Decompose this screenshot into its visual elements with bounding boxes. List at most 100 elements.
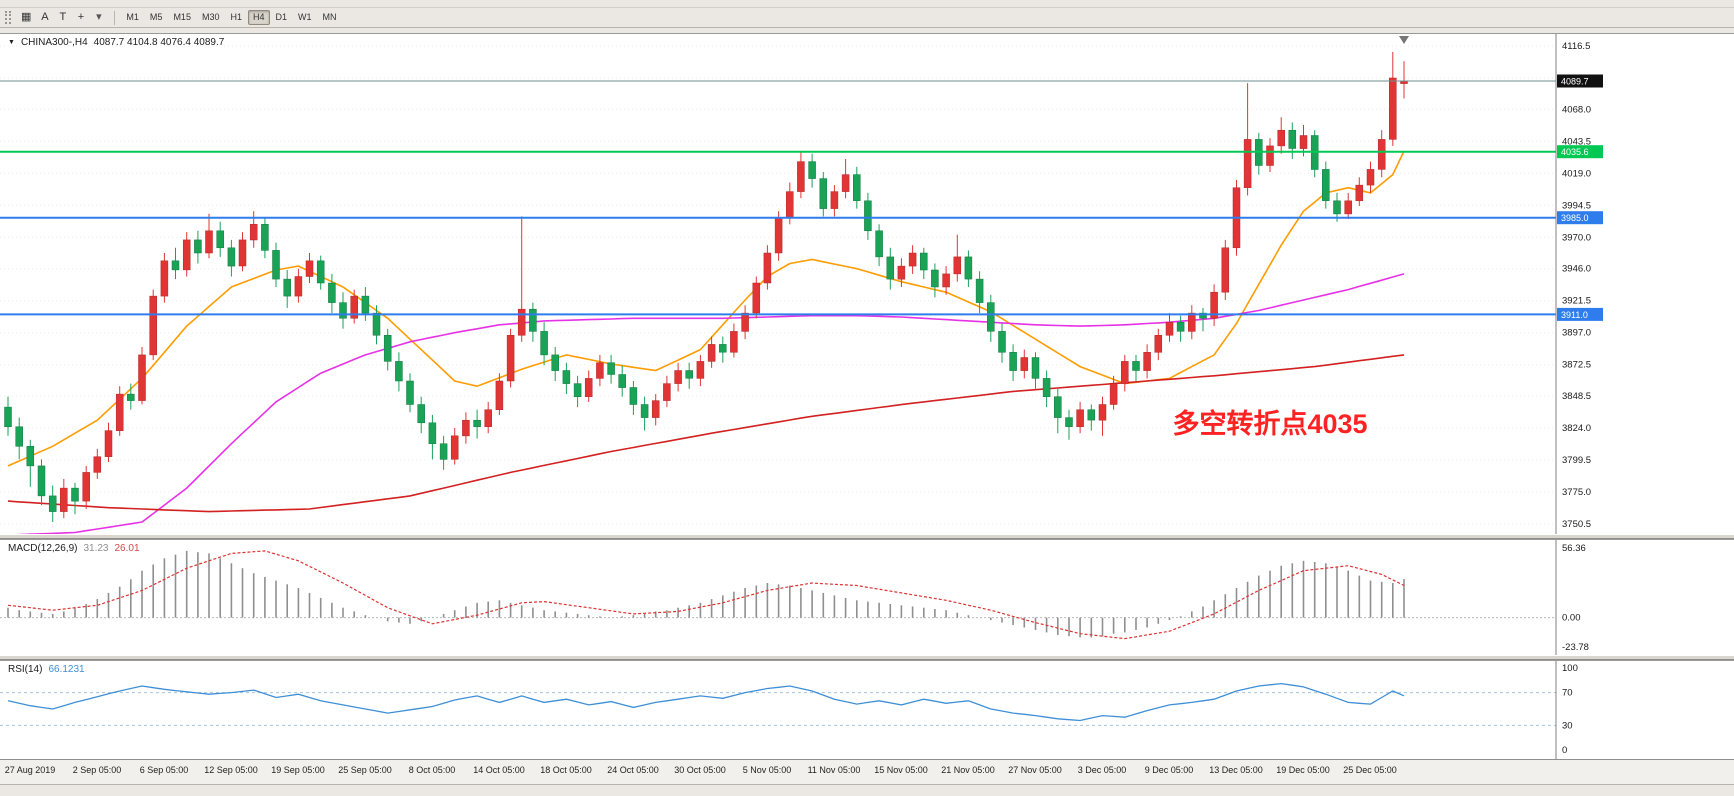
window-bottom-edge [0, 784, 1734, 796]
candle [741, 305, 749, 340]
candle [975, 271, 984, 314]
svg-text:4019.0: 4019.0 [1562, 168, 1591, 179]
candle [897, 258, 906, 287]
candle [808, 153, 816, 188]
candle [383, 328, 392, 371]
candle [1255, 132, 1263, 175]
candle [1389, 51, 1397, 146]
timeframe-m1-button[interactable]: M1 [126, 12, 139, 22]
candle [685, 362, 693, 389]
candle [1221, 239, 1230, 300]
candle [830, 185, 839, 217]
main-chart-canvas[interactable]: 4035.63985.03911.0多空转折点40354116.54092.04… [0, 34, 1734, 534]
svg-text:3994.5: 3994.5 [1562, 200, 1591, 211]
candle [4, 396, 12, 436]
candle [93, 448, 102, 479]
candle [395, 352, 403, 392]
toolbar-grip[interactable] [5, 11, 11, 24]
tool-icons-group: ▦ A T + ▾ [17, 10, 108, 25]
candle [149, 289, 157, 361]
time-label: 18 Oct 05:00 [540, 765, 592, 775]
candle [316, 255, 325, 290]
timeframe-mn-button[interactable]: MN [322, 12, 337, 22]
candle [1054, 388, 1062, 434]
chart-shift-marker[interactable] [1399, 36, 1409, 44]
candle [283, 270, 291, 308]
candle [875, 224, 883, 267]
timeframe-m5-button[interactable]: M5 [149, 12, 163, 22]
candle [372, 305, 381, 345]
candle [752, 276, 761, 319]
chevron-down-icon[interactable]: ▾ [96, 11, 102, 23]
horizontal-line-4035.6[interactable]: 4035.6 [0, 145, 1603, 159]
candle [26, 439, 35, 487]
rsi-canvas[interactable]: 100 70 30 0 [0, 661, 1734, 759]
candle [953, 234, 962, 282]
candle [1355, 177, 1364, 206]
candle [305, 253, 314, 283]
timeframe-h4-button[interactable]: H4 [247, 10, 270, 25]
horizontal-line-3911.0[interactable]: 3911.0 [0, 307, 1603, 321]
macd-canvas[interactable]: 56.36 0.00 -23.78 [0, 540, 1734, 655]
candle [361, 287, 370, 321]
horizontal-line-3985.0[interactable]: 3985.0 [0, 211, 1603, 225]
candle [886, 247, 895, 290]
candle [573, 375, 582, 408]
text-tool-button[interactable]: T [59, 11, 67, 23]
candle [1243, 83, 1252, 196]
candle [1288, 122, 1297, 159]
candle [1199, 307, 1207, 332]
svg-text:30: 30 [1562, 720, 1573, 731]
candle [1132, 354, 1140, 381]
candle [931, 263, 939, 298]
time-label: 2 Sep 05:00 [72, 765, 122, 775]
candle [607, 354, 615, 384]
candle [350, 289, 358, 324]
candle [651, 394, 660, 426]
time-label: 25 Dec 05:00 [1343, 765, 1397, 775]
candle [1031, 352, 1040, 389]
time-label: 8 Oct 05:00 [408, 765, 456, 775]
time-label: 27 Nov 05:00 [1008, 765, 1062, 775]
panel-splitter-rsi[interactable] [0, 655, 1734, 660]
candle [1076, 401, 1084, 434]
candle [1322, 161, 1330, 209]
time-axis[interactable]: 27 Aug 2019 2 Sep 05:00 6 Sep 05:00 12 Sep … [0, 759, 1734, 784]
candle [71, 482, 79, 515]
svg-text:3946.0: 3946.0 [1562, 264, 1591, 275]
candle [920, 247, 928, 280]
candle [719, 336, 727, 363]
time-label: 15 Nov 05:00 [874, 765, 928, 775]
candle [1143, 344, 1151, 379]
candle [1121, 354, 1129, 392]
candle [1065, 409, 1073, 440]
timeframe-group: M1 M5 M15 M30 H1 H4 D1 W1 MN [121, 10, 342, 25]
arrow-tool-button[interactable]: A [41, 11, 49, 23]
time-label: 30 Oct 05:00 [674, 765, 726, 775]
timeframe-m30-button[interactable]: M30 [201, 12, 220, 22]
candle [104, 422, 113, 462]
candle [406, 373, 414, 413]
candle [1310, 130, 1319, 178]
timeframe-m15-button[interactable]: M15 [173, 12, 191, 22]
timeframe-h1-button[interactable]: H1 [230, 12, 242, 22]
crosshair-icon[interactable]: + [77, 11, 85, 23]
candle [1098, 396, 1107, 436]
candle [584, 370, 593, 402]
svg-text:3775.0: 3775.0 [1562, 487, 1591, 498]
svg-text:3911.0: 3911.0 [1561, 310, 1588, 320]
candle [596, 354, 604, 387]
rsi-line [7, 682, 1405, 722]
candle [450, 428, 459, 465]
candle [1400, 61, 1408, 99]
svg-text:3985.0: 3985.0 [1561, 213, 1589, 223]
timeframe-w1-button[interactable]: W1 [298, 12, 312, 22]
svg-text:0: 0 [1562, 745, 1567, 756]
rsi-panel: 100 70 30 0 RSI(14) 66.1231 [0, 660, 1734, 759]
candle [249, 211, 258, 248]
panel-splitter-macd[interactable] [0, 534, 1734, 539]
macd-panel: 56.36 0.00 -23.78 MACD(12,26,9) 31.23 26.0… [0, 539, 1734, 655]
timeframe-d1-button[interactable]: D1 [275, 12, 288, 22]
candle [987, 294, 995, 342]
chart-grid-icon[interactable]: ▦ [21, 11, 32, 23]
